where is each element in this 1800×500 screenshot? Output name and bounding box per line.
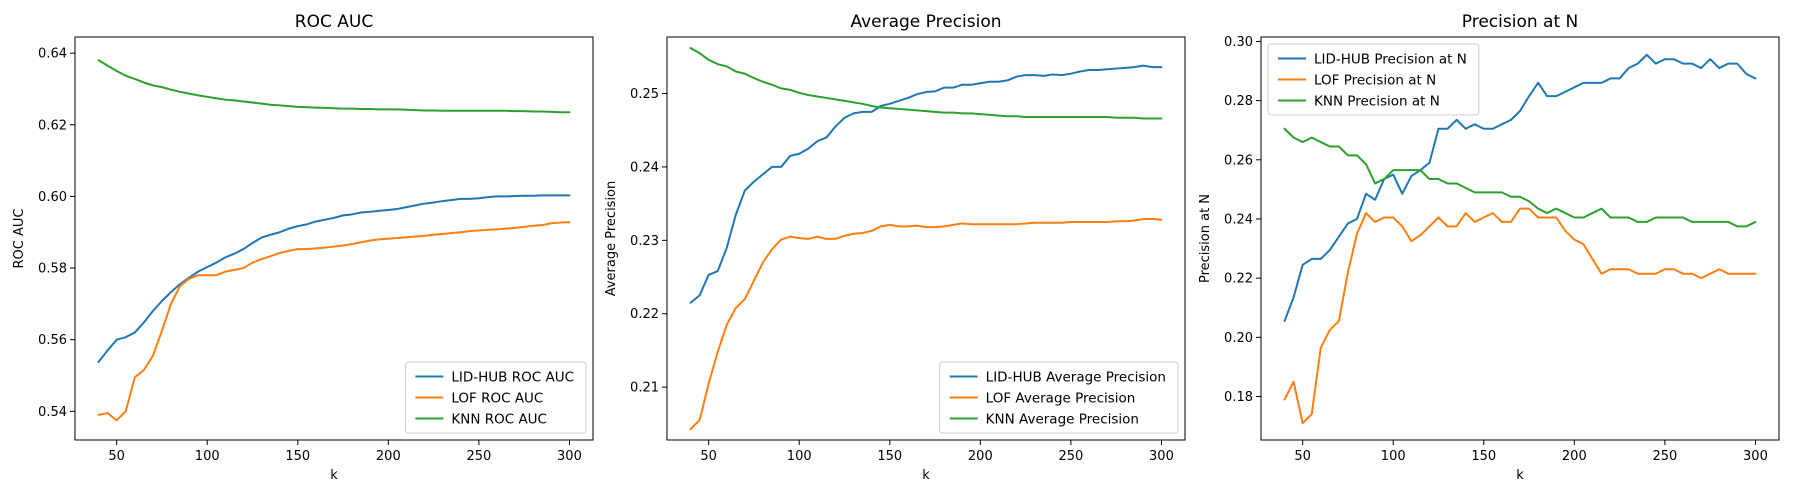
legend-label: KNN ROC AUC [451, 412, 547, 428]
x-tick-label: 200 [1562, 449, 1587, 464]
legend-label: LOF Precision at N [1314, 73, 1436, 89]
legend-entry: LOF Average Precision [949, 391, 1136, 407]
y-tick-label: 0.21 [630, 381, 659, 396]
roc-auc-series-line-2 [97, 59, 571, 114]
x-tick-label: 250 [466, 449, 491, 464]
precision-at-n-xlabel: k [1516, 468, 1524, 483]
average-precision-legend: LID-HUB Average Precision LOF Average Pr… [939, 361, 1179, 434]
legend-label: LID-HUB Average Precision [986, 370, 1166, 386]
legend-entry: KNN Average Precision [949, 412, 1139, 428]
y-tick-label: 0.23 [630, 234, 659, 249]
x-tick-label: 200 [376, 449, 401, 464]
precision-at-n-title: Precision at N [1462, 12, 1578, 32]
roc-auc-ylabel: ROC AUC [12, 209, 27, 269]
roc-auc-xlabel: k [330, 468, 338, 483]
y-tick-label: 0.18 [1224, 390, 1253, 405]
precision-at-n-ylabel: Precision at N [1198, 194, 1213, 283]
x-tick-label: 250 [1058, 449, 1083, 464]
y-tick-label: 0.22 [1224, 272, 1253, 287]
x-tick-label: 150 [1471, 449, 1496, 464]
x-tick-label: 200 [968, 449, 993, 464]
legend-entry: LOF ROC AUC [415, 391, 543, 407]
x-tick-label: 150 [285, 449, 310, 464]
roc-auc-panel: 50 100 150 200 250 300 0.54 0.56 0.58 0.60 0.62 0.6… [12, 12, 594, 483]
y-tick-label: 0.58 [38, 262, 67, 277]
legend-entry: LOF Precision at N [1278, 73, 1436, 89]
legend-label: LID-HUB Precision at N [1314, 52, 1467, 68]
x-tick-label: 100 [1381, 449, 1406, 464]
y-tick-label: 0.64 [38, 47, 67, 62]
y-tick-label: 0.25 [630, 87, 659, 102]
y-tick-label: 0.24 [630, 160, 659, 175]
precision-at-n-axes-frame [1260, 36, 1780, 441]
x-tick-label: 100 [787, 449, 812, 464]
legend-label: KNN Average Precision [986, 412, 1139, 428]
x-tick-label: 100 [195, 449, 220, 464]
average-precision-series-line-0 [689, 64, 1163, 304]
precision-at-n-legend: LID-HUB Precision at N LOF Precision at … [1267, 43, 1480, 116]
y-tick-label: 0.26 [1224, 153, 1253, 168]
x-tick-label: 50 [108, 449, 125, 464]
average-precision-xlabel: k [922, 468, 930, 483]
roc-auc-title: ROC AUC [295, 12, 373, 32]
average-precision-axes-frame [666, 36, 1186, 441]
legend-entry: LID-HUB Precision at N [1278, 52, 1467, 68]
precision-at-n-series-line-0 [1283, 53, 1757, 323]
x-tick-label: 300 [557, 449, 582, 464]
legend-label: KNN Precision at N [1314, 94, 1440, 110]
x-tick-label: 300 [1743, 449, 1768, 464]
y-tick-label: 0.56 [38, 333, 67, 348]
x-tick-label: 250 [1652, 449, 1677, 464]
roc-auc-series-line-0 [97, 194, 571, 363]
roc-auc-series-line-1 [97, 221, 571, 422]
precision-at-n-series-line-2 [1283, 127, 1757, 228]
y-tick-label: 0.30 [1224, 35, 1253, 50]
legend-entry: KNN ROC AUC [415, 412, 547, 428]
x-tick-label: 50 [700, 449, 717, 464]
y-tick-label: 0.24 [1224, 212, 1253, 227]
average-precision-panel: 50 100 150 200 250 300 0.21 0.22 0.23 0.24 0.25 Av… [604, 12, 1186, 483]
roc-auc-legend: LID-HUB ROC AUC LOF ROC AUC KNN ROC AUC [404, 361, 587, 434]
y-tick-label: 0.60 [38, 190, 67, 205]
y-tick-label: 0.22 [630, 307, 659, 322]
y-tick-label: 0.28 [1224, 94, 1253, 109]
legend-entry: LID-HUB ROC AUC [415, 370, 574, 386]
average-precision-title: Average Precision [850, 12, 1001, 32]
legend-label: LOF Average Precision [986, 391, 1136, 407]
legend-entry: LID-HUB Average Precision [949, 370, 1166, 386]
y-tick-label: 0.54 [38, 405, 67, 420]
precision-at-n-series-line-1 [1283, 207, 1757, 425]
roc-auc-axes-frame [74, 36, 594, 441]
precision-at-n-panel: 50 100 150 200 250 300 0.18 0.20 0.22 0.24 0.26 0.2… [1198, 12, 1780, 483]
average-precision-series-line-1 [689, 218, 1163, 430]
x-tick-label: 300 [1149, 449, 1174, 464]
x-tick-label: 50 [1294, 449, 1311, 464]
x-tick-label: 150 [877, 449, 902, 464]
y-tick-label: 0.62 [38, 118, 67, 133]
average-precision-series-line-2 [689, 47, 1163, 120]
legend-entry: KNN Precision at N [1278, 94, 1440, 110]
average-precision-ylabel: Average Precision [604, 181, 619, 297]
legend-label: LID-HUB ROC AUC [451, 370, 574, 386]
legend-label: LOF ROC AUC [451, 391, 543, 407]
y-tick-label: 0.20 [1224, 331, 1253, 346]
